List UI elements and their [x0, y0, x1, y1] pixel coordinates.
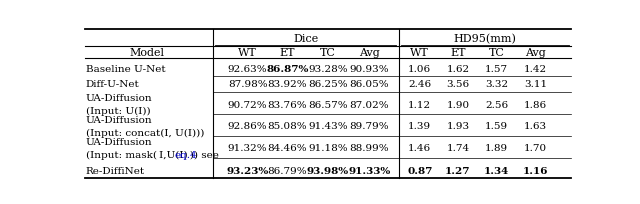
Text: 93.98%: 93.98% [307, 166, 349, 175]
Text: 91.32%: 91.32% [228, 144, 268, 153]
Text: 2.56: 2.56 [485, 100, 508, 109]
Text: 1.63: 1.63 [524, 122, 547, 131]
Text: 1.89: 1.89 [485, 144, 508, 153]
Text: 92.63%: 92.63% [228, 64, 268, 73]
Text: 86.87%: 86.87% [266, 64, 308, 73]
Text: Diff-U-Net: Diff-U-Net [86, 80, 140, 89]
Text: (Input: U(I)): (Input: U(I)) [86, 106, 150, 115]
Text: 91.18%: 91.18% [308, 144, 348, 153]
Text: UA-Diffusion: UA-Diffusion [86, 94, 152, 103]
Text: 1.57: 1.57 [485, 64, 508, 73]
Text: 1.42: 1.42 [524, 64, 547, 73]
Text: 1.86: 1.86 [524, 100, 547, 109]
Text: Re-DiffiNet: Re-DiffiNet [86, 166, 145, 175]
Text: 84.46%: 84.46% [268, 144, 307, 153]
Text: 3.32: 3.32 [485, 80, 508, 89]
Text: 88.99%: 88.99% [349, 144, 389, 153]
Text: 1.12: 1.12 [408, 100, 431, 109]
Text: 86.79%: 86.79% [268, 166, 307, 175]
Text: 2.46: 2.46 [408, 80, 431, 89]
Text: 86.05%: 86.05% [349, 80, 389, 89]
Text: 93.28%: 93.28% [308, 64, 348, 73]
Text: 1.62: 1.62 [446, 64, 470, 73]
Text: Avg: Avg [359, 48, 380, 58]
Text: 1.16: 1.16 [523, 166, 548, 175]
Text: Avg: Avg [525, 48, 546, 58]
Text: 83.92%: 83.92% [268, 80, 307, 89]
Text: 3.11: 3.11 [524, 80, 547, 89]
Text: 1.46: 1.46 [408, 144, 431, 153]
Text: 90.72%: 90.72% [228, 100, 268, 109]
Text: 86.57%: 86.57% [308, 100, 348, 109]
Text: TC: TC [489, 48, 504, 58]
Text: 92.86%: 92.86% [228, 122, 268, 131]
Text: 1.06: 1.06 [408, 64, 431, 73]
Text: ET: ET [450, 48, 466, 58]
Text: 90.93%: 90.93% [349, 64, 389, 73]
Text: 89.79%: 89.79% [349, 122, 389, 131]
Text: Baseline U-Net: Baseline U-Net [86, 64, 166, 73]
Text: UA-Diffusion: UA-Diffusion [86, 137, 152, 146]
Text: 91.33%: 91.33% [348, 166, 390, 175]
Text: HD95(mm): HD95(mm) [454, 33, 516, 44]
Text: 85.08%: 85.08% [268, 122, 307, 131]
Text: (Input: concat(I, U(I))): (Input: concat(I, U(I))) [86, 128, 204, 137]
Text: 1.74: 1.74 [446, 144, 470, 153]
Text: UA-Diffusion: UA-Diffusion [86, 115, 152, 124]
Text: 93.23%: 93.23% [227, 166, 269, 175]
Text: WT: WT [410, 48, 429, 58]
Text: Model: Model [129, 48, 164, 58]
Text: WT: WT [238, 48, 257, 58]
Text: 87.02%: 87.02% [349, 100, 389, 109]
Text: 1.27: 1.27 [445, 166, 470, 175]
Text: 1.59: 1.59 [485, 122, 508, 131]
Text: Dice: Dice [293, 34, 319, 44]
Text: 1.70: 1.70 [524, 144, 547, 153]
Text: 91.43%: 91.43% [308, 122, 348, 131]
Text: 1.34: 1.34 [484, 166, 509, 175]
Text: TC: TC [320, 48, 336, 58]
Text: eq.4: eq.4 [175, 150, 198, 159]
Text: (Input: mask( I,U(I) )) see: (Input: mask( I,U(I) )) see [86, 150, 222, 159]
Text: 0.87: 0.87 [407, 166, 433, 175]
Text: 86.25%: 86.25% [308, 80, 348, 89]
Text: 3.56: 3.56 [446, 80, 470, 89]
Text: 83.76%: 83.76% [268, 100, 307, 109]
Text: 1.90: 1.90 [446, 100, 470, 109]
Text: 1.39: 1.39 [408, 122, 431, 131]
Text: ET: ET [280, 48, 295, 58]
Text: 1.93: 1.93 [446, 122, 470, 131]
Text: 87.98%: 87.98% [228, 80, 268, 89]
